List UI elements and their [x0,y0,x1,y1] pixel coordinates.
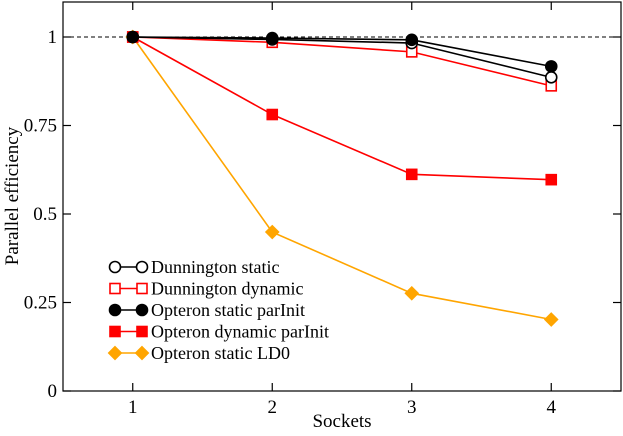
series-line [132,36,552,68]
legend-marker-left [109,282,121,295]
legend-entry: Opteron dynamic parInit [109,322,329,342]
legend-entry: Opteron static parInit [108,300,305,320]
series-line [132,36,552,87]
data-point [544,60,558,73]
data-point [543,312,559,327]
y-tick-label: 1 [48,27,58,48]
data-point [266,108,279,121]
legend-entry: Opteron static LD0 [107,343,290,363]
data-point [126,30,140,44]
y-tick-label: 0.75 [24,116,57,137]
series-line [132,36,552,321]
legend-entry: Dunnington static [108,257,280,277]
legend-label: Opteron static parInit [151,300,305,320]
legend-marker-left [108,303,122,317]
data-point [545,173,558,186]
legend-entry: Dunnington dynamic [109,279,303,299]
x-tick-label: 2 [268,397,278,418]
data-point [544,71,558,84]
legend-marker-right [135,303,149,317]
legend-label: Opteron dynamic parInit [151,322,329,342]
legend-marker-left [109,325,121,338]
y-tick-label: 0 [48,381,58,402]
x-tick-label: 1 [128,397,138,418]
data-point [265,31,279,45]
data-point [264,224,280,240]
series-opteron-static-parinit [126,30,558,73]
y-axis-label: Parallel efficiency [2,126,23,265]
legend-marker-right [136,325,148,338]
x-axis-label: Sockets [312,411,371,431]
series-group [125,29,559,327]
axis-ticks: 1 2 3 4 0 0.25 0.5 0.75 1 [24,2,621,418]
data-point [404,285,420,301]
legend-marker-left [108,260,122,274]
x-tick-label: 4 [547,397,557,418]
legend-label: Opteron static LD0 [151,343,290,363]
data-point [405,33,419,47]
data-point [405,168,418,181]
series-line [132,36,552,181]
plot-frame [62,1,622,392]
y-tick-label: 0.5 [33,204,57,225]
legend-marker-right [135,260,149,274]
y-tick-label: 0.25 [24,293,57,314]
legend-marker-right [136,282,148,295]
legend-marker-right [134,345,150,361]
x-tick-label: 3 [407,397,417,418]
legend-marker-left [107,345,123,361]
legend-label: Dunnington static [151,257,280,277]
series-opteron-static-ld0 [125,29,559,327]
legend-label: Dunnington dynamic [151,279,303,299]
